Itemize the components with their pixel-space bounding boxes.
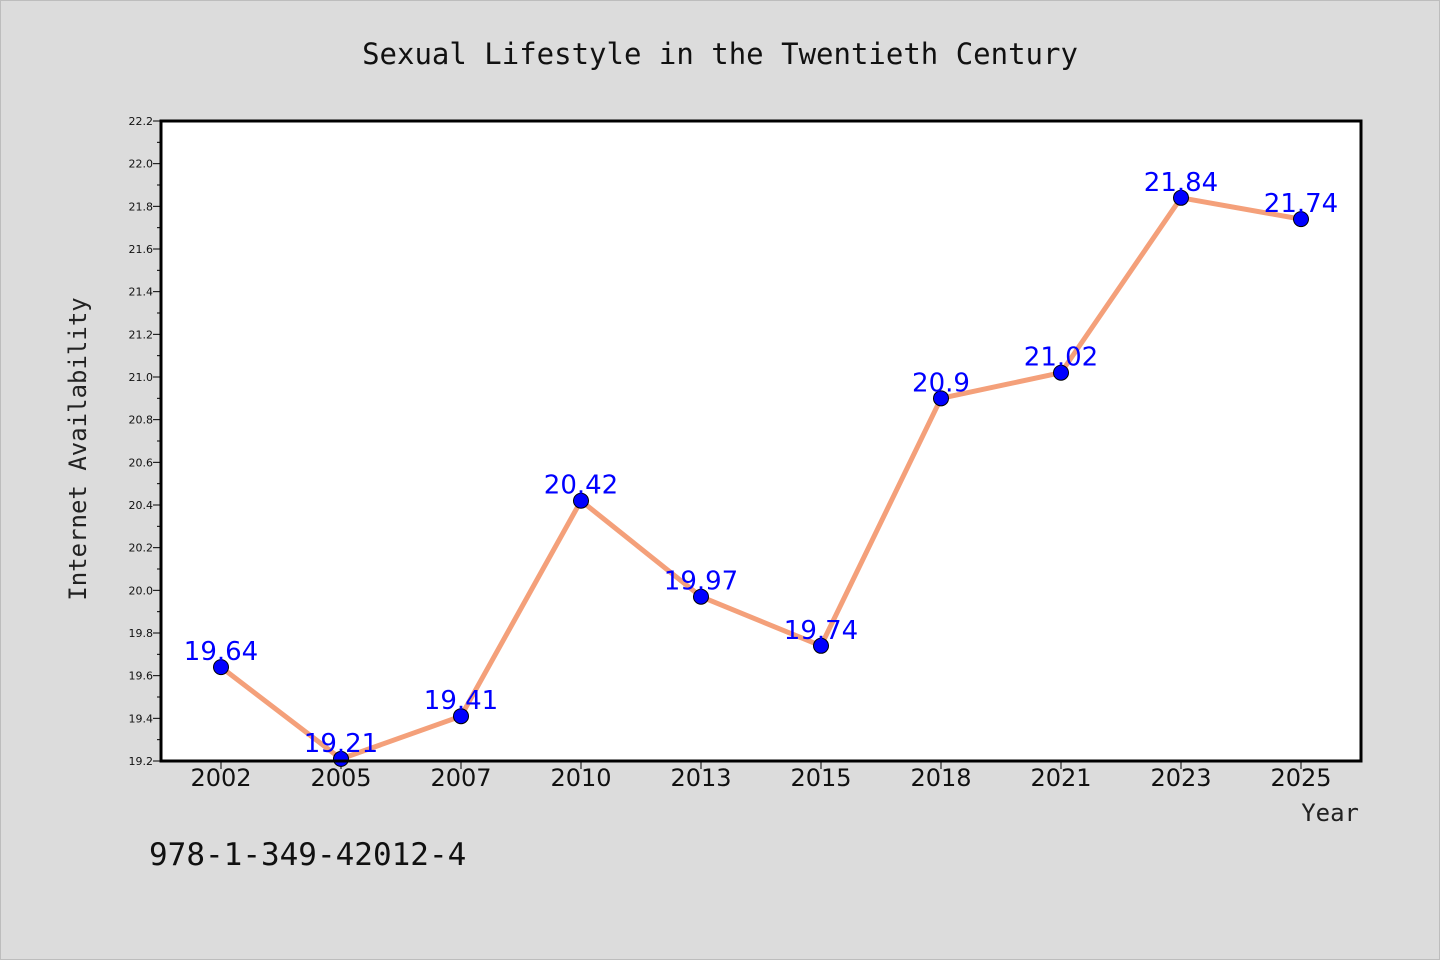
- x-tick-label: 2021: [1030, 764, 1091, 792]
- plot-border: [159, 119, 1363, 763]
- y-tick-label: 19.4: [129, 712, 154, 725]
- x-axis-title: Year: [1301, 799, 1359, 827]
- x-tick-label: 2010: [550, 764, 611, 792]
- data-label: 19.74: [784, 616, 858, 646]
- x-tick-label: 2025: [1270, 764, 1331, 792]
- data-point-marker: [213, 659, 229, 676]
- x-axis-tick-labels: 2002 2005 2007 2010 2013 2015 2018 2021 2023 2025: [190, 764, 1331, 792]
- data-point-marker: [333, 750, 349, 767]
- chart-title: Sexual Lifestyle in the Twentieth Centur…: [362, 37, 1078, 71]
- data-label: 19.21: [304, 729, 378, 759]
- y-tick-label: 19.6: [129, 670, 154, 683]
- x-tick-label: 2015: [790, 764, 851, 792]
- y-tick-label: 21.6: [129, 243, 154, 256]
- y-tick-label: 20.8: [129, 414, 154, 427]
- x-tick-label: 2007: [430, 764, 491, 792]
- y-tick-label: 21.0: [129, 371, 154, 384]
- y-tick-label: 19.8: [129, 627, 154, 640]
- data-point-marker: [933, 390, 949, 407]
- y-tick-label: 22.0: [129, 158, 154, 171]
- y-tick-label: 20.0: [129, 584, 154, 597]
- data-label: 20.42: [544, 471, 618, 501]
- data-point-marker: [1053, 364, 1069, 381]
- data-point-marker: [693, 588, 709, 605]
- x-tick-label: 2005: [310, 764, 371, 792]
- y-tick-label: 20.4: [129, 499, 154, 512]
- x-tick-label: 2013: [670, 764, 731, 792]
- y-tick-label: 21.4: [129, 286, 154, 299]
- data-point-marker: [813, 637, 829, 654]
- data-label: 19.97: [664, 567, 738, 597]
- y-axis-title: Internet Availability: [64, 297, 92, 600]
- data-label: 19.41: [424, 686, 498, 716]
- y-tick-label: 21.2: [129, 328, 154, 341]
- plot-area: [161, 121, 1361, 761]
- x-tick-label: 2002: [190, 764, 251, 792]
- data-point-marker: [1173, 189, 1189, 206]
- isbn-text: 978-1-349-42012-4: [149, 837, 466, 873]
- data-label: 21.74: [1264, 189, 1338, 219]
- series-group: 19.64 19.21 19.41 20.42 19.97 19.74 20.9 21.02 2…: [184, 168, 1338, 767]
- data-point-marker: [573, 492, 589, 509]
- y-axis-tick-labels: 19.2 19.4 19.6 19.8 20.0 20.2 20.4 20.6 20.8 21.0…: [129, 115, 154, 768]
- data-point-marker: [1293, 211, 1309, 228]
- x-tick-label: 2023: [1150, 764, 1211, 792]
- data-label: 21.02: [1024, 343, 1098, 373]
- y-tick-label: 22.2: [129, 115, 154, 128]
- y-tick-label: 19.2: [129, 755, 154, 768]
- data-label: 20.9: [912, 368, 970, 398]
- x-tick-label: 2018: [910, 764, 971, 792]
- y-tick-label: 21.8: [129, 200, 154, 213]
- data-label: 21.84: [1144, 168, 1218, 198]
- y-tick-label: 20.6: [129, 456, 154, 469]
- series-line: [218, 195, 1304, 762]
- data-point-marker: [453, 708, 469, 725]
- y-tick-label: 20.2: [129, 542, 154, 555]
- data-label: 19.64: [184, 637, 258, 667]
